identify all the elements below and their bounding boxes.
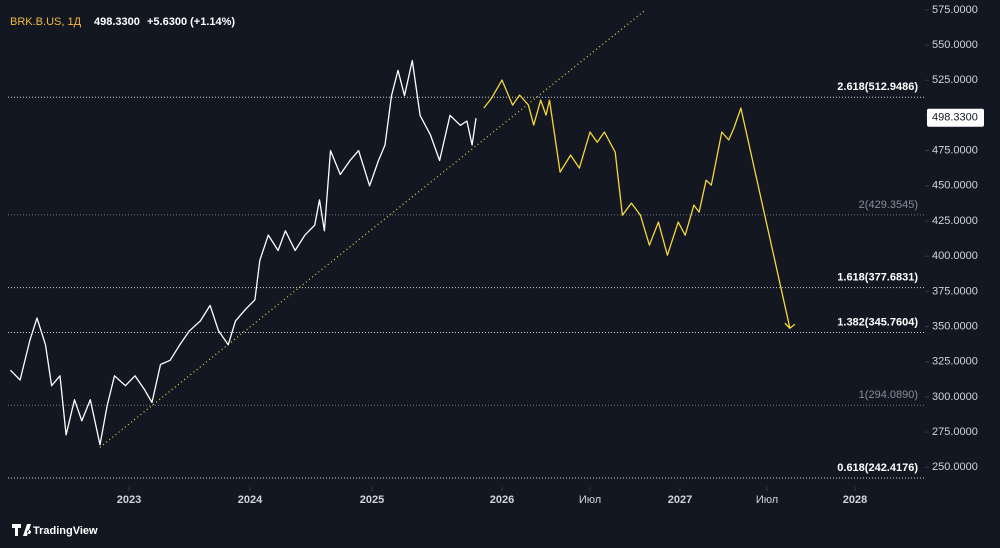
y-tick-label: 525.0000 — [932, 74, 978, 86]
y-tick-label: 575.0000 — [932, 4, 978, 16]
y-tick-label: 275.0000 — [932, 426, 978, 438]
level-label: 0.618(242.4176) — [837, 462, 918, 474]
x-tick-label: 2026 — [490, 494, 514, 506]
x-tick-label: 2024 — [238, 494, 263, 506]
level-label: 2.618(512.9486) — [837, 81, 918, 93]
price-box — [927, 108, 984, 127]
y-tick-label: 250.0000 — [932, 461, 978, 473]
level-label: 1(294.0890) — [859, 389, 918, 401]
brand: TradingView — [33, 525, 98, 537]
price-change: +5.6300 (+1.14%) — [147, 16, 235, 28]
logo: TradingView — [12, 524, 98, 537]
y-tick-label: 300.0000 — [932, 391, 978, 403]
y-tick-label: 425.0000 — [932, 215, 978, 227]
x-tick-label: Июл — [579, 494, 601, 506]
level-label: 1.382(345.7604) — [837, 316, 918, 328]
x-tick-label: 2028 — [843, 494, 867, 506]
last-price: 498.3300 — [94, 16, 140, 28]
arrow-head — [784, 322, 796, 330]
symbol: BRK.B.US, 1Д — [10, 16, 82, 28]
level-label: 1.618(377.6831) — [837, 271, 918, 283]
y-tick-label: 350.0000 — [932, 320, 978, 332]
x-tick-label: 2025 — [360, 494, 384, 506]
y-tick-label: 325.0000 — [932, 356, 978, 368]
x-tick-label: Июл — [756, 494, 778, 506]
level-label: 2(429.3545) — [859, 199, 918, 211]
y-tick-label: 400.0000 — [932, 250, 978, 262]
trendline — [99, 9, 647, 448]
y-tick-label: 375.0000 — [932, 285, 978, 297]
x-tick-label: 2027 — [668, 494, 692, 506]
x-tick-label: 2023 — [117, 494, 141, 506]
y-tick-label: 450.0000 — [932, 180, 978, 192]
price-line — [483, 79, 791, 329]
y-tick-label: 475.0000 — [932, 145, 978, 157]
price-line — [9, 59, 477, 446]
logo-icon — [12, 524, 32, 536]
price-box-label: 498.3300 — [932, 112, 978, 124]
y-tick-label: 550.0000 — [932, 39, 978, 51]
